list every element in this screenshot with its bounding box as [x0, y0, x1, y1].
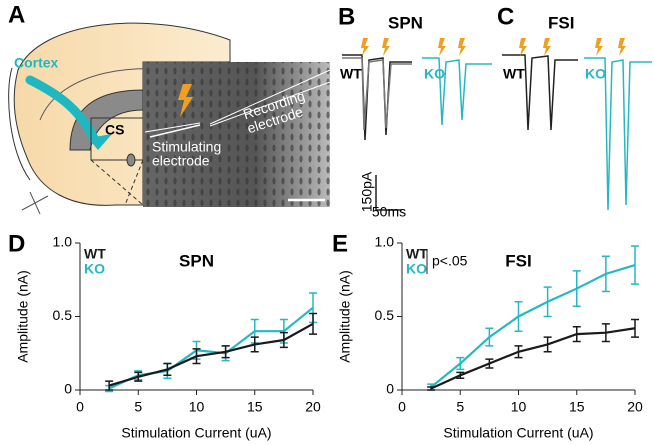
- error-bar: [221, 345, 230, 359]
- x-tick-label: 5: [134, 399, 142, 415]
- series-line: [430, 327, 636, 390]
- error-bar: [572, 326, 581, 343]
- error-bar: [279, 331, 288, 349]
- panel-letter: D: [8, 230, 25, 257]
- x-axis-label: Stimulation Current (uA): [121, 425, 271, 441]
- panel-letter: C: [497, 3, 514, 30]
- panel-title: FSI: [548, 13, 574, 32]
- x-tick-label: 5: [456, 399, 464, 415]
- panel-letter: B: [338, 3, 355, 30]
- micrograph: [143, 62, 331, 207]
- error-bar: [427, 386, 436, 391]
- legend-label: WT: [406, 246, 428, 262]
- y-axis-label: Amplitude (nA): [337, 270, 353, 363]
- x-tick-label: 10: [189, 399, 205, 415]
- error-bar: [192, 348, 201, 365]
- region-label: CS: [105, 122, 124, 138]
- trace-label: KO: [424, 66, 445, 82]
- chart-title: FSI: [505, 251, 531, 270]
- traces: [342, 38, 652, 211]
- y-tick-label: 0.5: [375, 307, 395, 323]
- error-bar: [250, 336, 259, 353]
- x-tick-label: 10: [511, 399, 527, 415]
- annotation: p<.05: [432, 253, 468, 269]
- series-line: [108, 322, 314, 387]
- error-bar: [485, 358, 494, 369]
- panel-letter: A: [8, 1, 25, 28]
- error-bar: [309, 312, 317, 335]
- error-bar: [631, 245, 639, 285]
- x-tick-label: 15: [569, 399, 585, 415]
- error-bar: [601, 323, 610, 343]
- x-tick-label: 20: [627, 399, 643, 415]
- brain-drawing: [8, 22, 231, 215]
- x-tick-label: 0: [76, 399, 84, 415]
- trace-label: WT: [340, 66, 362, 82]
- y-tick-label: 1.0: [53, 234, 73, 250]
- legend-label: KO: [84, 261, 105, 277]
- x-tick-label: 20: [305, 399, 321, 415]
- error-bar: [456, 371, 465, 379]
- series-line: [430, 263, 636, 388]
- y-tick-label: 0.5: [53, 307, 73, 323]
- error-bar: [543, 286, 552, 318]
- electrode-label: electrode: [152, 153, 210, 169]
- panel-letter: E: [332, 230, 348, 257]
- x-tick-label: 15: [247, 399, 263, 415]
- error-bar: [163, 362, 172, 377]
- y-tick-label: 0: [386, 381, 394, 397]
- panel-title: SPN: [388, 13, 423, 32]
- trace-label: KO: [585, 66, 606, 82]
- y-tick-label: 1.0: [375, 234, 395, 250]
- x-tick-label: 0: [398, 399, 406, 415]
- error-bar: [134, 371, 143, 382]
- scale-label: 50ms: [372, 204, 406, 220]
- trace-label: WT: [503, 66, 525, 82]
- error-bar: [105, 380, 114, 391]
- error-bar: [514, 301, 523, 332]
- scale-label: 150pA: [359, 171, 375, 212]
- legend-label: KO: [406, 261, 427, 277]
- x-axis-label: Stimulation Current (uA): [443, 425, 593, 441]
- legend-label: WT: [84, 246, 106, 262]
- electrode-label: Stimulating: [152, 139, 221, 155]
- y-tick-label: 0: [64, 381, 72, 397]
- error-bar: [456, 356, 465, 371]
- error-bar: [543, 336, 552, 353]
- error-bar: [485, 327, 494, 347]
- region-label: Cortex: [14, 55, 59, 71]
- chart-title: SPN: [179, 251, 214, 270]
- error-bar: [514, 345, 523, 359]
- y-axis-label: Amplitude (nA): [15, 270, 31, 363]
- error-bar: [631, 318, 639, 338]
- error-bar: [572, 270, 581, 307]
- error-bar: [601, 255, 610, 293]
